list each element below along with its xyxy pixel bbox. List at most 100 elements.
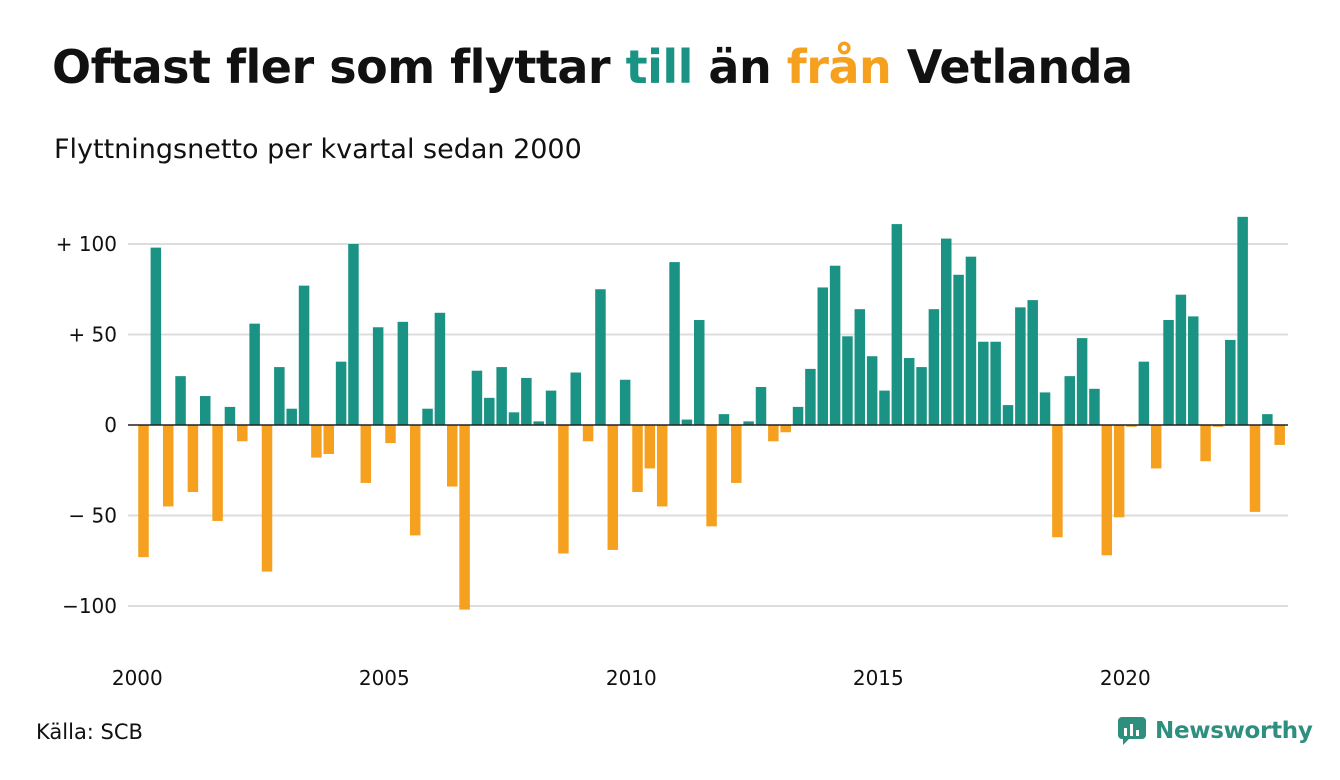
- bar: [397, 321, 409, 425]
- bar: [422, 408, 433, 425]
- bar: [1064, 376, 1075, 425]
- bar: [1027, 300, 1038, 425]
- bar: [323, 425, 334, 454]
- title-part: från: [786, 40, 892, 94]
- bar: [521, 377, 532, 425]
- bar: [644, 425, 656, 469]
- y-tick-label: + 50: [68, 323, 117, 347]
- chart-subtitle: Flyttningsnetto per kvartal sedan 2000: [54, 134, 582, 165]
- bar: [595, 289, 606, 425]
- bar: [1274, 425, 1285, 445]
- bar: [1249, 425, 1261, 512]
- y-tick-label: + 100: [56, 232, 117, 256]
- bar: [656, 425, 668, 507]
- bar: [274, 367, 285, 425]
- bar: [1002, 405, 1014, 425]
- bar: [162, 425, 174, 507]
- bar: [718, 414, 730, 425]
- bar: [335, 361, 347, 425]
- bar: [224, 406, 236, 425]
- bar: [1052, 425, 1063, 538]
- bar: [1101, 425, 1113, 556]
- bar: [768, 425, 779, 442]
- x-tick-label: 2015: [853, 666, 904, 690]
- bar: [1175, 294, 1187, 425]
- bar: [1113, 425, 1125, 518]
- y-tick-label: 0: [104, 413, 117, 437]
- bar: [941, 238, 952, 425]
- bar: [978, 341, 989, 425]
- y-axis-ticks: + 100 + 50 0 − 50 −100: [56, 232, 117, 618]
- bar: [1126, 425, 1137, 427]
- x-tick-label: 2020: [1100, 666, 1151, 690]
- bar: [360, 425, 372, 483]
- bar: [447, 425, 458, 487]
- bar: [1089, 388, 1100, 425]
- bar: [1188, 316, 1199, 425]
- bar: [916, 367, 927, 425]
- bar: [805, 368, 816, 425]
- source-note: Källa: SCB: [36, 720, 143, 744]
- bar: [891, 224, 903, 425]
- bar: [1076, 338, 1088, 425]
- bar: [607, 425, 619, 550]
- bar: [879, 390, 890, 425]
- x-axis-ticks: 2000 2005 2010 2015 2020: [112, 666, 1151, 690]
- bar: [619, 379, 631, 425]
- bar: [1150, 425, 1162, 469]
- bar: [1039, 392, 1051, 425]
- bar: [533, 421, 544, 425]
- brand-logo: Newsworthy: [1117, 712, 1313, 750]
- newsworthy-logo-icon: [1117, 716, 1147, 746]
- bar: [570, 372, 581, 425]
- bar: [1262, 414, 1273, 425]
- bar: [298, 285, 310, 425]
- bar: [385, 425, 396, 444]
- x-tick-label: 2010: [606, 666, 657, 690]
- y-tick-label: − 50: [68, 504, 117, 528]
- page-title: Oftast fler som flyttar till än från Vet…: [52, 40, 1133, 94]
- bar: [138, 425, 149, 558]
- bar: [348, 244, 359, 425]
- bar: [200, 396, 211, 425]
- bar: [434, 312, 446, 425]
- bar: [1225, 339, 1236, 425]
- bar: [780, 425, 791, 433]
- x-tick-label: 2005: [359, 666, 410, 690]
- bar: [632, 425, 643, 492]
- bar: [903, 358, 915, 425]
- bar: [928, 309, 940, 425]
- bar: [187, 425, 199, 492]
- brand-name: Newsworthy: [1155, 718, 1313, 744]
- bar: [866, 356, 878, 425]
- bar: [817, 287, 828, 425]
- bar: [286, 408, 297, 425]
- title-part: än: [692, 40, 787, 94]
- bar: [175, 376, 186, 425]
- bar: [990, 341, 1001, 425]
- bar: [311, 425, 322, 458]
- bar: [743, 421, 754, 425]
- bar: [261, 425, 273, 572]
- bar: [237, 425, 248, 442]
- bar: [484, 397, 495, 425]
- bar: [372, 327, 384, 425]
- bar: [212, 425, 223, 521]
- bar: [1200, 425, 1211, 462]
- bar: [545, 390, 557, 425]
- bar: [1212, 425, 1224, 427]
- title-part: Vetlanda: [891, 40, 1133, 94]
- bar: [842, 336, 853, 425]
- bar: [1138, 361, 1150, 425]
- bar: [681, 419, 693, 425]
- bar: [150, 247, 162, 425]
- title-part: till: [625, 40, 694, 94]
- bar: [965, 256, 977, 425]
- bar: [1163, 320, 1174, 425]
- bar: [669, 262, 680, 425]
- bar: [558, 425, 569, 554]
- bar: [731, 425, 742, 483]
- bar: [694, 320, 705, 425]
- bar: [829, 265, 841, 425]
